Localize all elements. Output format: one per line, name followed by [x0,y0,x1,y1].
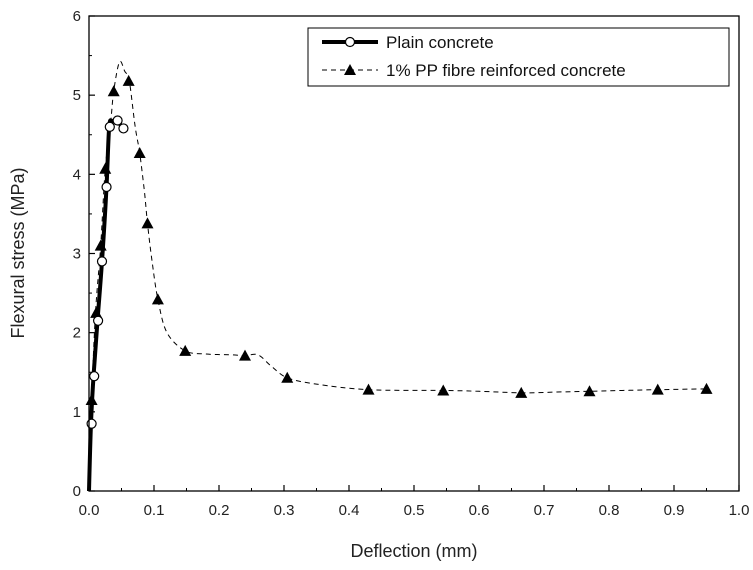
x-tick-label: 0.3 [274,502,295,519]
plain-concrete-point [113,116,122,125]
plain-concrete-point [94,316,103,325]
series-curves [89,61,707,491]
y-tick-label: 0 [73,483,81,500]
x-tick-label: 0.4 [339,502,360,519]
plain-concrete-point [98,257,107,266]
legend-label-pp: 1% PP fibre reinforced concrete [386,61,626,80]
legend-swatch-plain-marker [346,38,355,47]
plain-concrete-point [90,372,99,381]
x-tick-label: 0.2 [209,502,230,519]
x-tick-label: 0.0 [79,502,100,519]
y-tick-label: 5 [73,87,81,104]
pp-fibre-point [363,384,375,395]
pp-fibre-point [239,350,251,361]
x-tick-label: 0.9 [664,502,685,519]
x-axis-label: Deflection (mm) [350,541,477,561]
pp-fibre-point [134,147,146,158]
pp-fibre-point [108,85,120,96]
x-tick-label: 0.8 [599,502,620,519]
plain-concrete-point [105,122,114,131]
y-tick-label: 1 [73,404,81,421]
y-tick-label: 4 [73,166,81,183]
series-pp-fibre-line [89,61,707,491]
y-axis-label: Flexural stress (MPa) [8,167,28,338]
legend: Plain concrete 1% PP fibre reinforced co… [308,28,729,86]
pp-fibre-point [86,394,98,405]
y-tick-label: 6 [73,8,81,25]
x-tick-label: 0.5 [404,502,425,519]
y-tick-label: 2 [73,325,81,342]
x-tick-label: 0.7 [534,502,555,519]
plain-concrete-point [102,183,111,192]
x-tick-label: 0.6 [469,502,490,519]
x-tick-label: 1.0 [729,502,750,519]
pp-fibre-point [652,384,664,395]
plot-frame [89,16,739,491]
pp-fibre-point [152,293,164,304]
series-plain-concrete-line [89,120,124,491]
x-axis-ticks: 0.0 0.1 0.2 0.3 0.4 0.5 0.6 0.7 0.8 0.9 1.0 [79,485,750,519]
series-markers [86,75,713,428]
pp-fibre-point [179,345,191,356]
legend-label-plain: Plain concrete [386,33,494,52]
plain-concrete-point [119,124,128,133]
pp-fibre-point [142,217,154,228]
pp-fibre-point [701,383,713,394]
pp-fibre-point [281,372,293,383]
x-tick-label: 0.1 [144,502,165,519]
pp-fibre-point [437,384,449,395]
y-tick-label: 3 [73,246,81,263]
pp-fibre-point [515,387,527,398]
pp-fibre-point [123,75,135,86]
